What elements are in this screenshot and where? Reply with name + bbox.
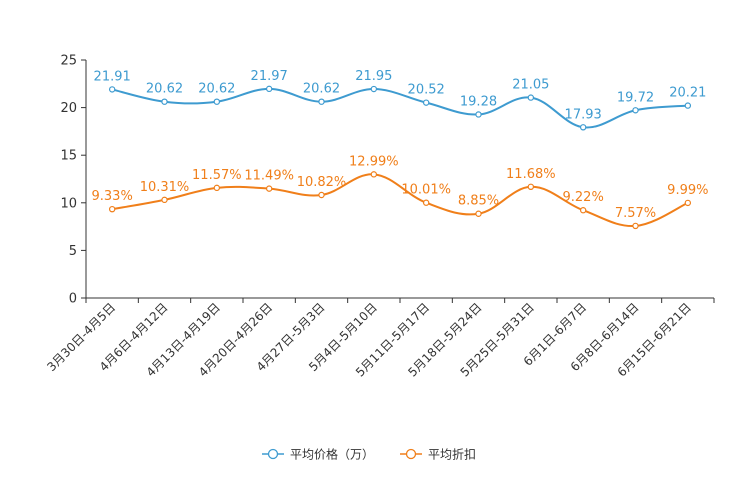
data-point	[161, 196, 168, 204]
legend-marker	[267, 448, 279, 460]
y-tick-label: 5	[69, 244, 77, 259]
legend-item-1[interactable]: 平均折扣	[400, 447, 476, 462]
y-tick-label: 0	[69, 292, 77, 307]
data-point	[684, 199, 692, 207]
data-label: 20.62	[198, 82, 235, 97]
legend-item-0[interactable]: 平均价格（万）	[262, 447, 374, 462]
data-label: 7.57%	[615, 206, 656, 221]
data-label: 10.01%	[401, 183, 451, 198]
data-point	[108, 205, 116, 213]
data-point	[318, 191, 325, 199]
data-point	[318, 98, 325, 105]
data-label: 19.28	[460, 94, 497, 109]
data-label: 19.72	[617, 90, 654, 105]
data-point	[422, 199, 430, 206]
data-point	[422, 99, 430, 106]
data-label: 10.31%	[140, 180, 190, 195]
data-label: 11.49%	[244, 169, 294, 184]
data-point	[265, 185, 273, 192]
legend-label: 平均价格（万）	[290, 447, 374, 462]
data-label: 10.82%	[297, 175, 347, 190]
data-label: 12.99%	[349, 154, 399, 169]
data-point	[475, 111, 482, 118]
series-lines	[108, 85, 692, 230]
data-label: 20.62	[146, 82, 183, 97]
data-label: 8.85%	[458, 194, 499, 209]
y-tick-label: 10	[60, 196, 77, 211]
data-point	[684, 102, 692, 109]
series-line-1	[111, 173, 689, 227]
data-label: 20.52	[408, 83, 445, 98]
data-label: 21.97	[251, 69, 288, 84]
data-point	[370, 171, 378, 178]
data-label: 9.99%	[667, 183, 708, 198]
data-point	[579, 207, 587, 214]
data-point	[475, 210, 482, 217]
data-point	[108, 86, 116, 93]
data-label: 21.91	[94, 69, 131, 84]
data-label: 21.95	[355, 69, 392, 84]
legend[interactable]: 平均价格（万） 平均折扣	[262, 447, 476, 462]
data-point	[370, 85, 378, 93]
data-label: 21.05	[512, 78, 549, 93]
data-label: 20.62	[303, 82, 340, 97]
y-tick-label: 15	[60, 149, 77, 164]
data-point	[527, 183, 535, 191]
data-label: 11.57%	[192, 168, 242, 183]
data-label: 9.22%	[563, 190, 604, 205]
data-point	[632, 107, 639, 114]
y-tick-label: 20	[60, 101, 77, 116]
data-labels: 21.91 20.62 20.62 21.97 20.62 21.95 20.52 19.28…	[92, 69, 709, 221]
series-line-0	[111, 87, 688, 129]
y-tick-label: 25	[60, 54, 77, 69]
legend-label: 平均折扣	[428, 447, 476, 462]
data-point	[213, 98, 221, 105]
data-label: 9.33%	[92, 189, 133, 204]
axes: 05101520253月30日-4月5日4月6日-4月12日4月13日-4月19…	[44, 54, 715, 380]
data-label: 17.93	[565, 107, 602, 122]
legend-marker	[405, 448, 417, 460]
data-point	[265, 85, 273, 93]
data-point	[527, 94, 535, 101]
data-point	[579, 124, 587, 131]
data-point	[161, 98, 168, 105]
data-point	[213, 184, 221, 192]
data-point	[632, 222, 639, 230]
data-label: 20.21	[669, 86, 706, 101]
data-label: 11.68%	[506, 167, 556, 182]
